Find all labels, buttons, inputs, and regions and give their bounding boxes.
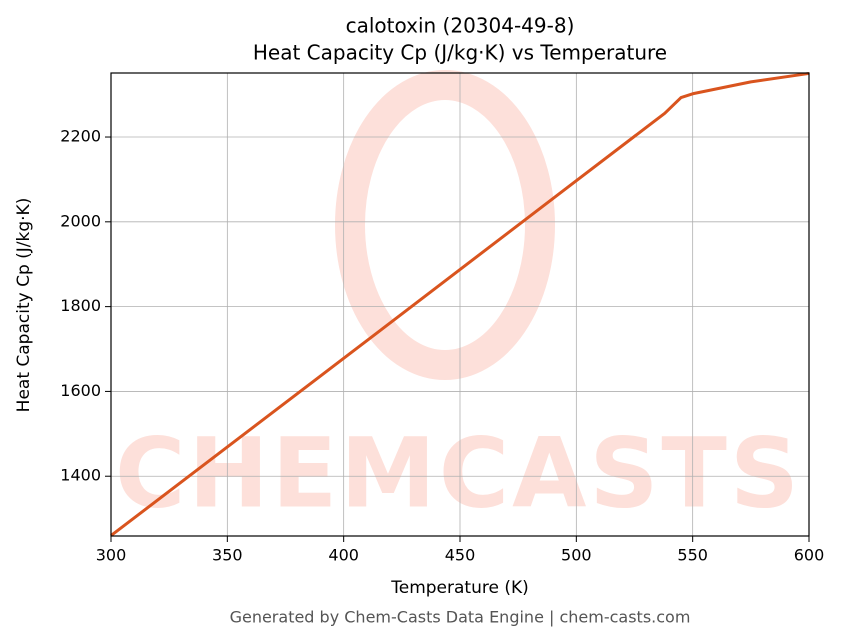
chart-subtitle: Heat Capacity Cp (J/kg·K) vs Temperature [253,41,667,65]
y-tick-label: 1400 [60,466,101,485]
x-tick-label: 350 [212,546,243,565]
footer: Generated by Chem-Casts Data Engine | ch… [230,608,691,627]
y-axis-label: Heat Capacity Cp (J/kg·K) [14,198,34,413]
chart-title: calotoxin (20304-49-8) [346,14,575,38]
x-tick-label: 400 [328,546,359,565]
watermark-logo [335,70,555,380]
x-axis-label: Temperature (K) [390,578,529,598]
y-tick-label: 1800 [60,296,101,315]
x-tick-label: 550 [677,546,708,565]
y-tick-label: 2000 [60,211,101,230]
y-tick-label: 1600 [60,381,101,400]
plot-frame [110,72,810,537]
x-tick-label: 600 [794,546,825,565]
y-tick-label: 2200 [60,127,101,146]
x-tick-label: 300 [96,546,127,565]
x-tick-label: 450 [445,546,476,565]
watermark: CHEMCASTS [115,417,805,529]
data-line [110,71,810,537]
x-tick-label: 500 [561,546,592,565]
